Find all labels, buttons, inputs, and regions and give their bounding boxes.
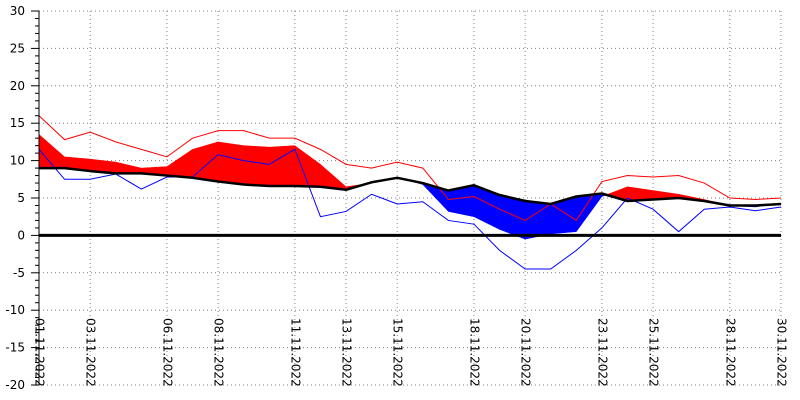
axes	[31, 10, 781, 386]
y-tick-label: 30	[10, 4, 25, 18]
x-tick-label: 08.11.2022	[212, 318, 226, 387]
y-tick-label: 0	[17, 228, 25, 242]
fill-below-normal	[576, 193, 603, 233]
y-tick-label: 20	[10, 79, 25, 93]
max-line	[38, 115, 782, 222]
x-tick-label: 18.11.2022	[467, 318, 481, 387]
x-tick-label: 20.11.2022	[519, 318, 533, 387]
y-tick-label: 15	[10, 116, 25, 130]
fill-above-normal	[192, 141, 219, 182]
y-tick-label: 25	[10, 41, 25, 55]
fill-above-normal	[294, 145, 321, 188]
tick-labels: 30 25 20 15 10 5 0 -5 -10 -15 -20 01.11.2022 03.11.2…	[5, 4, 788, 392]
normal-line	[39, 166, 782, 207]
x-tick-label: 15.11.2022	[391, 318, 405, 387]
deviation-fill	[38, 133, 782, 240]
x-tick-label: 06.11.2022	[160, 318, 174, 387]
y-tick-label: -20	[5, 378, 25, 392]
y-tick-label: 10	[10, 154, 25, 168]
y-tick-label: -10	[5, 303, 25, 317]
x-tick-label: 23.11.2022	[595, 318, 609, 387]
fill-above-normal	[243, 145, 270, 187]
fill-above-normal	[115, 161, 142, 174]
x-tick-label: 28.11.2022	[723, 318, 737, 387]
y-tick-label: -5	[13, 266, 25, 280]
y-tick-label: 5	[17, 191, 25, 205]
fill-above-normal	[320, 163, 347, 191]
series-lines	[38, 115, 782, 270]
fill-above-normal	[217, 141, 244, 185]
fill-below-normal	[499, 194, 526, 240]
y-tick-label: -15	[5, 341, 25, 355]
x-tick-label: 01.11.2022	[33, 318, 47, 387]
x-tick-label: 11.11.2022	[288, 318, 302, 387]
min-line	[38, 148, 782, 270]
x-tick-label: 13.11.2022	[340, 318, 354, 387]
x-tick-label: 03.11.2022	[84, 318, 98, 387]
x-tick-label: 25.11.2022	[647, 318, 661, 387]
fill-above-normal	[38, 133, 65, 169]
x-tick-label: 30.11.2022	[775, 318, 789, 387]
